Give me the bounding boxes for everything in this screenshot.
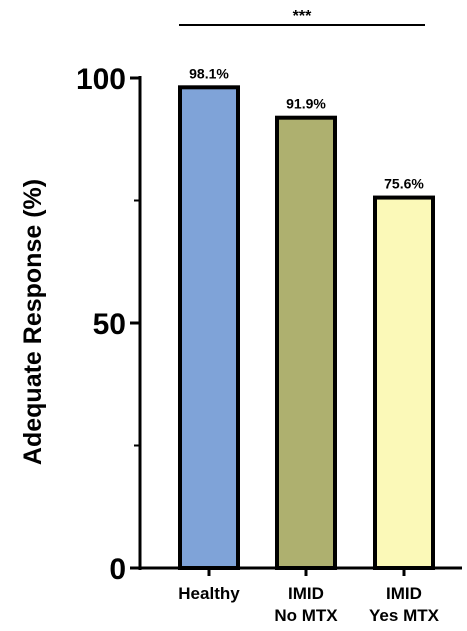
data-label-0: 98.1% [189,65,229,81]
data-labels-group: 98.1% 91.9% 75.6% [189,65,424,191]
significance-group: *** [179,8,425,26]
bar-0 [178,85,240,570]
bar-1 [275,115,337,570]
data-label-1: 91.9% [286,96,326,112]
bars-group [178,85,435,570]
y-tick-label-100: 100 [76,63,126,96]
x-ticks-group: Healthy IMID No MTX IMID Yes MTX [178,568,440,625]
y-tick-label-50: 50 [93,308,126,341]
significance-label: *** [293,8,312,25]
bar-2 [373,195,435,570]
y-ticks-group: 0 50 100 [76,63,140,586]
x-tick-label-1: IMID No MTX [274,584,338,625]
y-tick-label-0: 0 [109,553,126,586]
data-label-2: 75.6% [384,176,424,192]
x-tick-label-0: Healthy [178,584,240,603]
x-tick-label-2: IMID Yes MTX [369,584,440,625]
y-axis-label: Adequate Response (%) [19,179,47,465]
